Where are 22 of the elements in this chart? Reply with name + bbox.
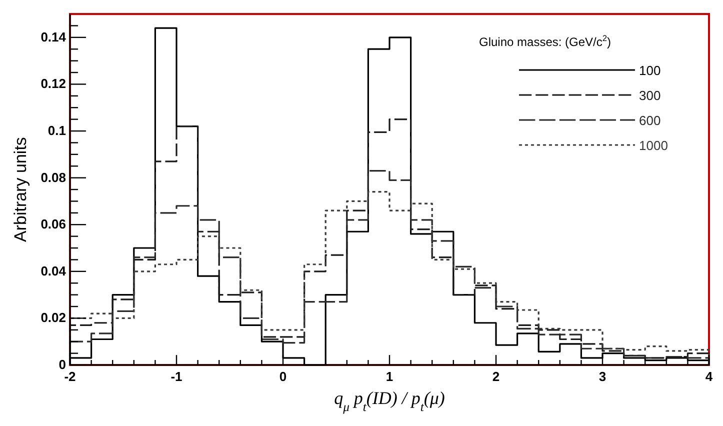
x-tick-label: -2 xyxy=(64,369,76,384)
legend-title: Gluino masses: (GeV/c$^{2}$) xyxy=(479,33,612,49)
x-tick-label: 4 xyxy=(705,369,714,384)
x-tick-label: 3 xyxy=(598,369,606,384)
y-tick-label: 0 xyxy=(58,357,66,372)
x-tick-label: 2 xyxy=(492,369,500,384)
y-tick-label: 0.1 xyxy=(48,123,66,138)
y-tick-label: 0.12 xyxy=(40,76,66,92)
x-tick-label: 1 xyxy=(386,369,394,384)
y-tick-label: 0.14 xyxy=(40,29,67,44)
y-tick-label: 0.02 xyxy=(40,310,66,326)
x-axis-title: q$_{μ}$ p$_{t}$(ID) / p$_{t}$(μ) xyxy=(334,388,445,414)
y-tick-label: 0.04 xyxy=(40,263,67,278)
x-tick-label: -1 xyxy=(170,369,182,384)
text: 300 xyxy=(639,88,661,103)
text: 1000 xyxy=(639,138,668,153)
y-tick-label: 0.06 xyxy=(40,216,66,232)
y-tick-label: 0.08 xyxy=(40,170,66,185)
y-axis-title: Arbitrary units xyxy=(11,137,30,242)
text: 600 xyxy=(639,113,661,128)
text: 100 xyxy=(639,63,661,78)
x-tick-label: 0 xyxy=(279,369,287,384)
